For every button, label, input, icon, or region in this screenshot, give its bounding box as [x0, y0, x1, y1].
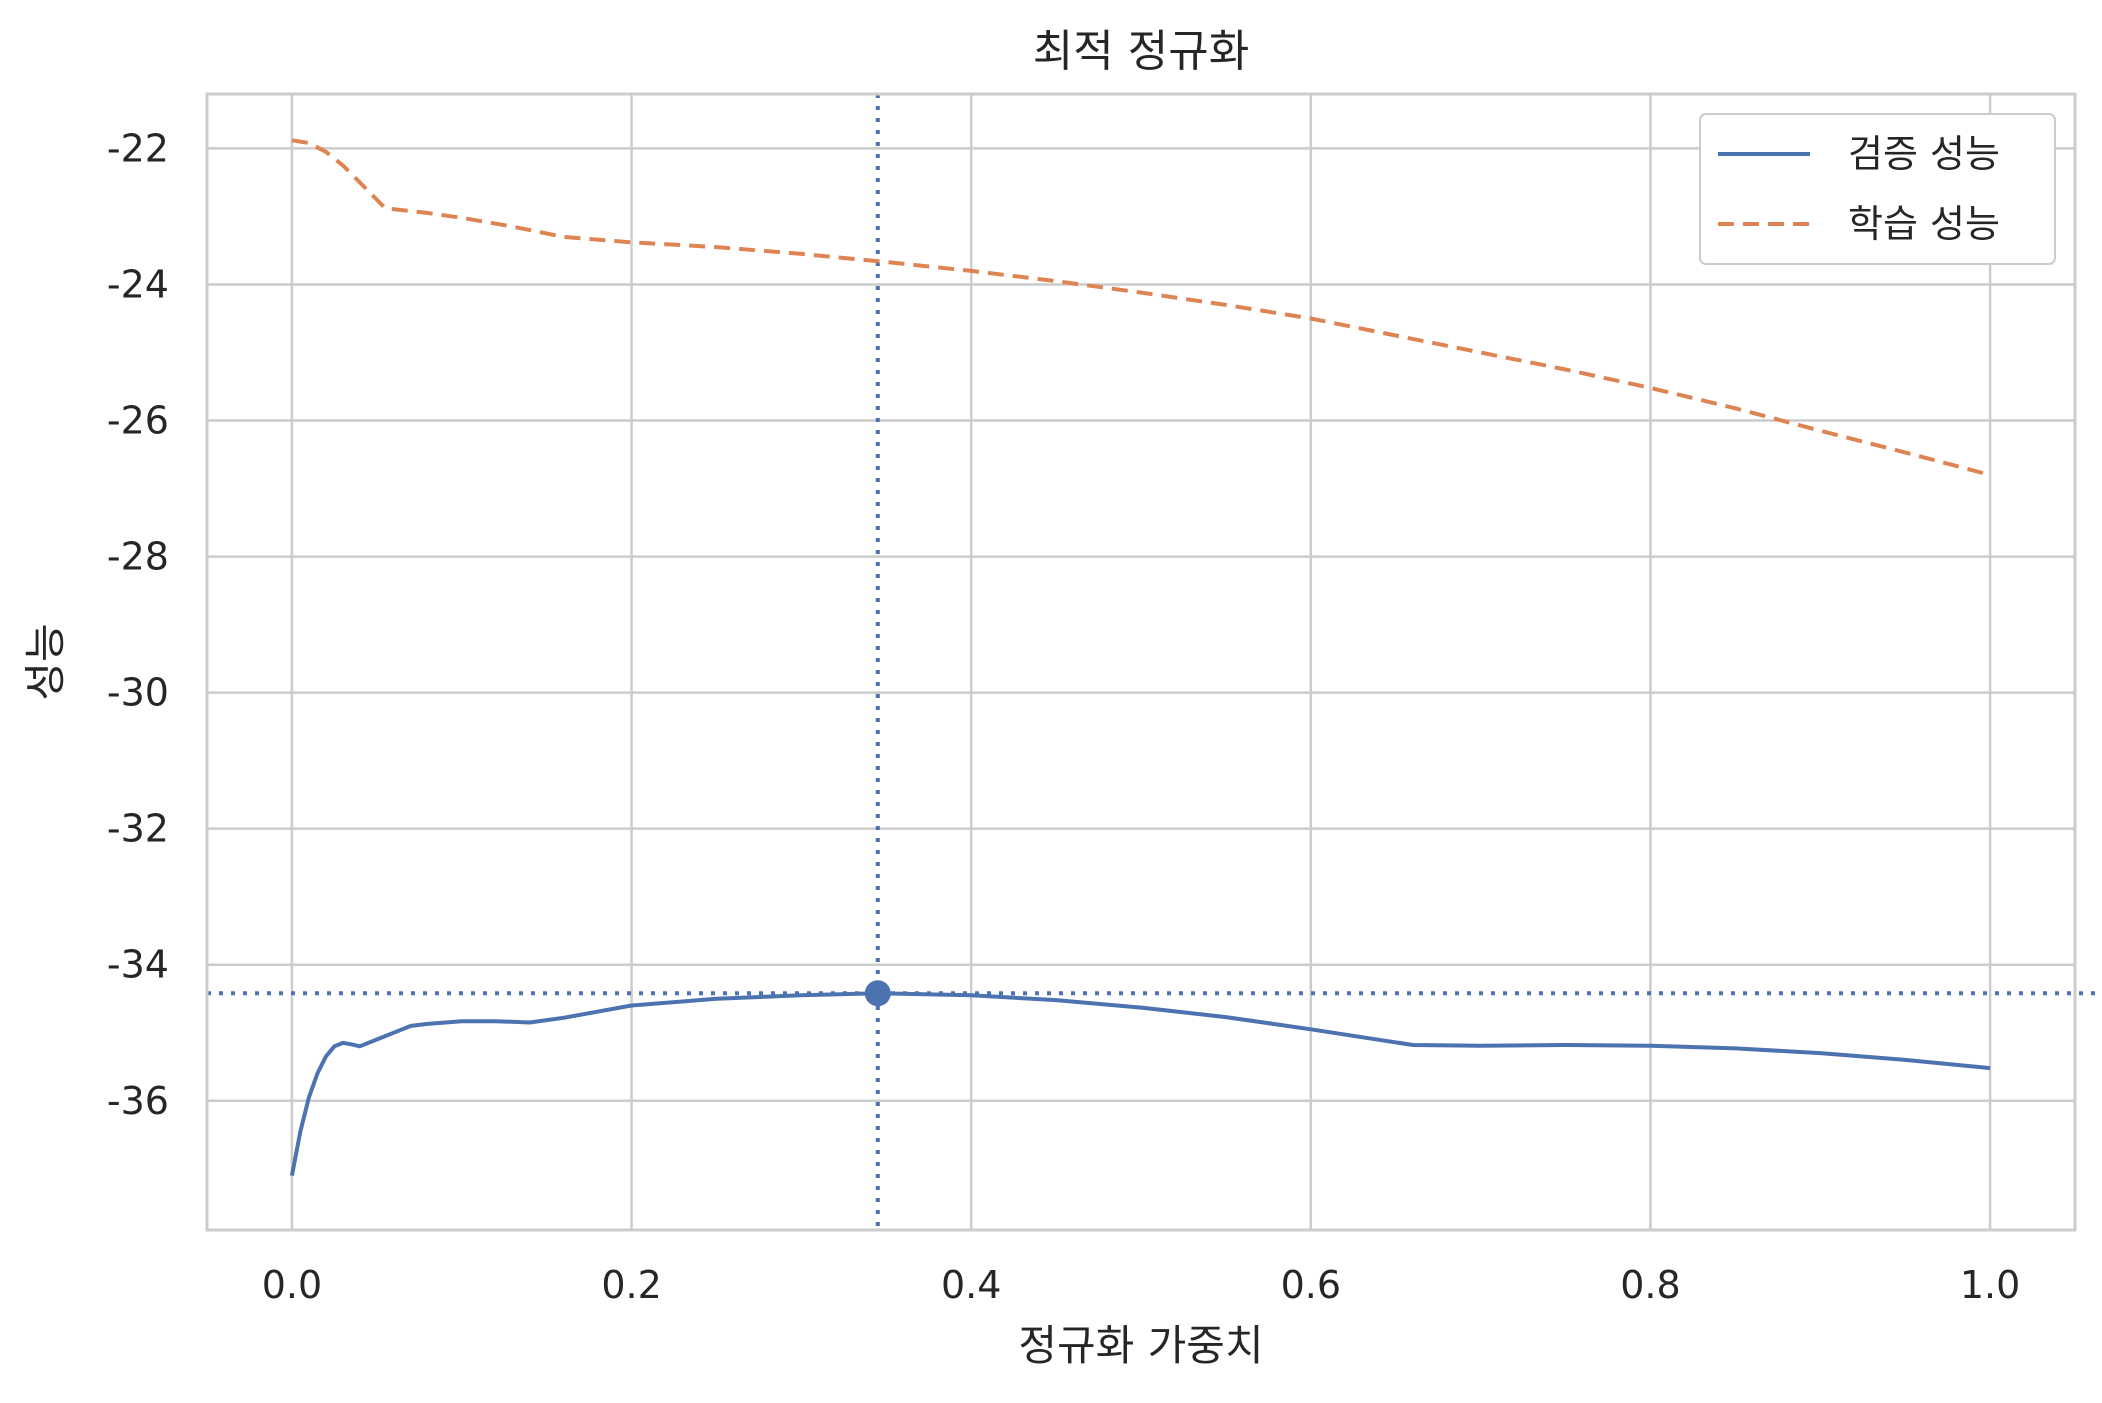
x-tick-label: 0.6 — [1281, 1263, 1341, 1307]
y-tick-label: -30 — [107, 671, 169, 715]
y-tick-label: -34 — [107, 943, 169, 987]
optimum-point — [864, 980, 891, 1007]
y-tick-label: -26 — [107, 399, 169, 443]
plot-frame — [205, 92, 2077, 1232]
x-tick-label: 0.8 — [1620, 1263, 1680, 1307]
y-tick-label: -24 — [107, 262, 169, 306]
y-axis-label: 성능 — [21, 623, 70, 700]
legend-box — [1699, 113, 2056, 265]
reference-lines — [207, 94, 2102, 1230]
validation-performance-line — [289, 991, 1991, 1176]
x-tick-labels: 0.0 0.2 0.4 0.6 0.8 1.0 — [262, 1263, 2021, 1307]
x-tick-label: 1.0 — [1960, 1263, 2020, 1307]
legend-label-training: 학습 성능 — [1848, 202, 2000, 246]
y-tick-label: -36 — [107, 1079, 169, 1123]
x-axis-label: 정규화 가중치 — [1018, 1321, 1263, 1370]
x-tick-label: 0.0 — [262, 1263, 322, 1307]
legend-label-validation: 검증 성능 — [1848, 132, 2000, 176]
legend: 검증 성능 학습 성능 — [1699, 113, 2056, 265]
x-tick-label: 0.2 — [601, 1263, 661, 1307]
y-tick-labels: -22 -24 -26 -28 -30 -32 -34 -36 — [107, 126, 169, 1122]
y-tick-label: -32 — [107, 807, 169, 851]
y-tick-label: -22 — [107, 126, 169, 170]
chart-title: 최적 정규화 — [1033, 26, 1249, 77]
series-group — [289, 138, 1991, 1176]
grid — [207, 94, 2075, 1230]
x-tick-label: 0.4 — [941, 1263, 1001, 1307]
y-tick-label: -28 — [107, 535, 169, 579]
